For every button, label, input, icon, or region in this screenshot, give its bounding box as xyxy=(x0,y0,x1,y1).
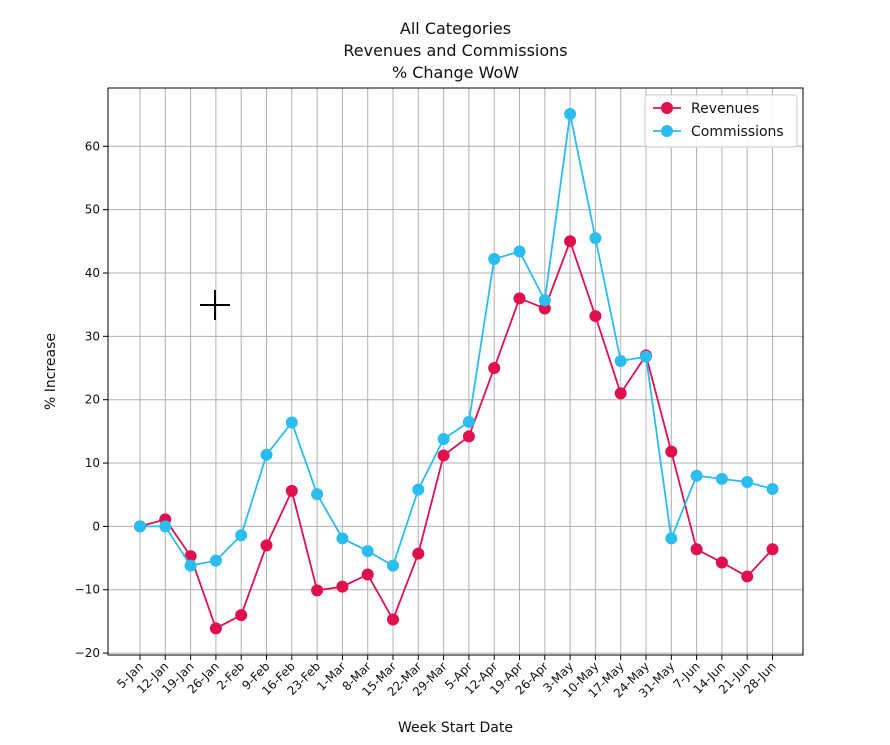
y-axis-label: % Increase xyxy=(43,333,59,410)
y-tick-label: 10 xyxy=(85,456,100,470)
legend: Revenues Commissions xyxy=(644,94,798,148)
data-point xyxy=(589,232,602,245)
data-point xyxy=(538,294,551,307)
data-point xyxy=(285,484,298,497)
data-point xyxy=(488,362,501,375)
data-point xyxy=(513,292,526,305)
grid-lines xyxy=(108,88,803,655)
data-point xyxy=(614,387,627,400)
x-axis-label: Week Start Date xyxy=(398,720,513,736)
data-point xyxy=(209,622,222,635)
data-point xyxy=(766,543,779,556)
data-point xyxy=(488,253,501,266)
y-tick-label: 60 xyxy=(85,139,100,153)
data-point xyxy=(387,613,399,626)
data-point xyxy=(437,449,450,462)
series-line xyxy=(140,113,773,568)
y-tick-label: 50 xyxy=(85,203,100,217)
data-point xyxy=(665,532,678,545)
y-tick-label: −10 xyxy=(75,583,100,597)
data-point xyxy=(766,483,779,496)
data-point xyxy=(209,554,222,567)
data-point xyxy=(387,559,399,572)
data-point xyxy=(741,476,754,489)
data-point xyxy=(715,472,728,485)
series-lines xyxy=(134,107,779,635)
data-point xyxy=(614,355,627,368)
y-tick-label: −20 xyxy=(75,646,100,660)
data-point xyxy=(285,416,298,429)
chart-title-line: % Change WoW xyxy=(392,63,519,82)
chart-title-line: Revenues and Commissions xyxy=(343,41,567,60)
y-tick-label: 30 xyxy=(85,329,100,343)
data-point xyxy=(690,469,703,482)
legend-marker xyxy=(661,125,673,137)
x-tick-label: 2-Feb xyxy=(214,659,247,692)
data-point xyxy=(665,445,678,458)
data-point xyxy=(361,568,374,581)
data-point xyxy=(260,448,273,461)
data-point xyxy=(159,520,172,533)
data-point xyxy=(412,547,425,560)
data-point xyxy=(311,584,324,597)
x-axis-ticks: 5-Jan12-Jan19-Jan26-Jan2-Feb9-Feb16-Feb2… xyxy=(114,655,779,701)
data-point xyxy=(235,609,248,622)
data-point xyxy=(564,235,577,248)
y-tick-label: 20 xyxy=(85,393,100,407)
y-axis-ticks: −20 −10 0 10 20 30 40 50 60 xyxy=(75,139,108,660)
data-point xyxy=(538,302,551,315)
legend-label: Revenues xyxy=(691,101,759,117)
data-point xyxy=(462,430,475,443)
data-point xyxy=(311,488,324,501)
data-point xyxy=(361,545,374,558)
data-point xyxy=(336,532,349,545)
chart-title: All Categories Revenues and Commissions % … xyxy=(343,19,567,82)
data-point xyxy=(462,415,475,428)
data-point xyxy=(336,580,349,593)
legend-label: Commissions xyxy=(691,124,784,140)
series-line xyxy=(139,238,774,630)
data-point xyxy=(184,550,197,563)
data-point xyxy=(260,539,273,552)
data-point xyxy=(134,520,146,533)
legend-item: Revenues xyxy=(653,101,759,117)
series-commissions xyxy=(134,107,779,572)
legend-marker xyxy=(661,102,673,114)
data-point xyxy=(184,559,197,572)
data-point xyxy=(589,310,602,323)
chart-title-line: All Categories xyxy=(400,19,511,38)
data-point xyxy=(235,529,248,542)
data-point xyxy=(564,107,577,120)
legend-item: Commissions xyxy=(653,124,784,140)
data-point xyxy=(437,432,450,445)
crosshair-cursor-icon xyxy=(200,290,230,320)
y-tick-label: 0 xyxy=(92,519,100,533)
y-tick-label: 40 xyxy=(85,266,100,280)
legend-box xyxy=(644,94,798,148)
data-point xyxy=(741,570,754,583)
series-revenues xyxy=(134,235,779,635)
data-point xyxy=(640,350,652,363)
data-point xyxy=(412,483,425,496)
data-point xyxy=(690,543,703,556)
plot-frame xyxy=(107,87,804,656)
data-point xyxy=(513,245,526,258)
data-point xyxy=(715,556,728,569)
